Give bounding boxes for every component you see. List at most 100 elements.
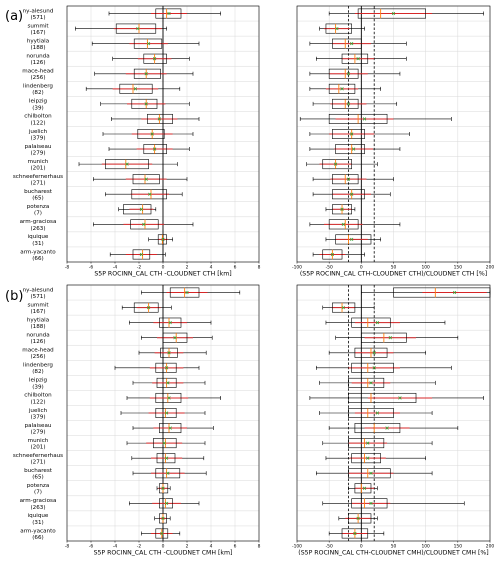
mean-marker	[369, 501, 373, 506]
iqr-box	[354, 483, 372, 494]
station-name-label: hyytiala	[27, 38, 49, 44]
mean-marker	[139, 207, 144, 211]
x-tick-label-5: 150	[454, 544, 463, 550]
box-chilbolton	[111, 113, 200, 124]
box-ny-alesund	[141, 287, 241, 298]
station-name-label: norunda	[26, 333, 49, 339]
box-hyytiala	[91, 38, 200, 49]
box-potenza	[325, 204, 356, 215]
box-munich	[306, 159, 378, 170]
box-leipzig	[312, 98, 398, 109]
box-chilbolton	[126, 392, 221, 403]
station-name-label: lindenberg	[23, 84, 53, 90]
mean-marker	[375, 320, 380, 325]
mean-marker	[372, 366, 376, 370]
box-arm-yacanto	[109, 249, 166, 260]
mean-marker	[388, 336, 392, 340]
station-name-label: arm-yacanto	[20, 249, 56, 255]
x-tick-label-5: 150	[454, 265, 463, 271]
mean-marker	[356, 57, 360, 61]
mean-marker	[144, 72, 148, 76]
station-name-label: chilbolton	[24, 114, 52, 120]
box-summit	[322, 302, 375, 313]
box-palaiseau	[309, 144, 401, 155]
station-count-label: (31)	[32, 241, 43, 247]
station-name-label: juelich	[28, 129, 48, 135]
mean-marker	[167, 396, 171, 400]
mean-marker	[173, 336, 177, 340]
iqr-box	[130, 219, 159, 230]
station-name-label: hyytiala	[27, 317, 49, 323]
station-count-label: (571)	[30, 294, 45, 300]
iqr-box	[351, 317, 391, 328]
station-count-label: (65)	[32, 475, 43, 481]
iqr-box	[156, 453, 176, 464]
iqr-box	[159, 317, 182, 328]
iqr-box	[332, 189, 365, 200]
box-summit	[121, 302, 172, 313]
x-tick-label-4: 100	[421, 544, 430, 550]
station-count-label: (279)	[30, 429, 45, 435]
mean-marker	[362, 117, 367, 121]
mean-marker	[164, 366, 169, 370]
mean-marker	[350, 237, 354, 242]
station-name-label: bucharest	[24, 468, 53, 474]
box-schneefernerhaus	[93, 174, 188, 185]
mean-marker	[161, 237, 165, 242]
mean-marker	[146, 305, 151, 310]
iqr-box	[354, 423, 401, 434]
box-arm-graciosa	[309, 219, 401, 230]
x-tick-label-4: 0	[162, 265, 165, 271]
station-count-label: (7)	[34, 211, 42, 217]
mean-marker	[148, 192, 152, 196]
station-name-label: schneefernerhaus	[13, 174, 63, 180]
iqr-box	[153, 438, 177, 449]
box-summit	[319, 23, 365, 34]
mean-marker	[166, 471, 170, 475]
iqr-box	[119, 83, 153, 94]
iqr-box	[348, 392, 417, 403]
mean-marker	[391, 11, 396, 16]
iqr-box	[159, 498, 173, 509]
box-summit	[75, 23, 167, 34]
mean-marker	[452, 290, 457, 295]
iqr-box	[133, 68, 161, 79]
box-potenza	[156, 483, 171, 494]
station-name-label: munich	[28, 438, 49, 444]
iqr-box	[123, 204, 152, 215]
iqr-box	[131, 98, 158, 109]
mean-marker	[330, 252, 335, 257]
x-tick-label-3: -2	[137, 265, 142, 271]
x-tick-label-0: -100	[292, 265, 302, 271]
box-juelich	[309, 129, 410, 139]
box-juelich	[120, 408, 206, 418]
mean-marker	[350, 192, 354, 196]
x-axis-label: (S5P ROCINN_CAL CTH-CLOUDNET CTH)/CLOUDN…	[300, 271, 487, 278]
station-count-label: (126)	[30, 60, 45, 66]
x-tick-label-1: -50	[326, 544, 333, 550]
station-count-label: (379)	[30, 135, 45, 141]
mean-marker	[150, 132, 154, 136]
station-name-label: lindenberg	[23, 363, 53, 369]
panel-label-a: (a)	[5, 9, 23, 24]
station-count-label: (31)	[32, 520, 43, 526]
station-count-label: (279)	[30, 150, 45, 156]
mean-marker	[139, 252, 144, 257]
iqr-box	[143, 144, 167, 155]
station-name-label: juelich	[28, 408, 48, 414]
iqr-box	[328, 68, 359, 79]
box-bucharest	[132, 468, 207, 479]
iqr-box	[132, 249, 151, 260]
station-count-label: (571)	[30, 15, 45, 21]
mean-marker	[341, 222, 345, 227]
x-tick-label-1: -6	[89, 544, 94, 550]
mean-marker	[167, 11, 171, 16]
iqr-box	[147, 113, 173, 124]
iqr-box	[335, 234, 372, 245]
mean-marker	[168, 426, 172, 430]
box-mace-head	[328, 347, 426, 358]
mean-marker	[350, 41, 354, 46]
x-tick-label-7: 6	[234, 544, 237, 550]
mean-marker	[353, 531, 357, 536]
x-tick-label-3: 50	[391, 544, 397, 550]
